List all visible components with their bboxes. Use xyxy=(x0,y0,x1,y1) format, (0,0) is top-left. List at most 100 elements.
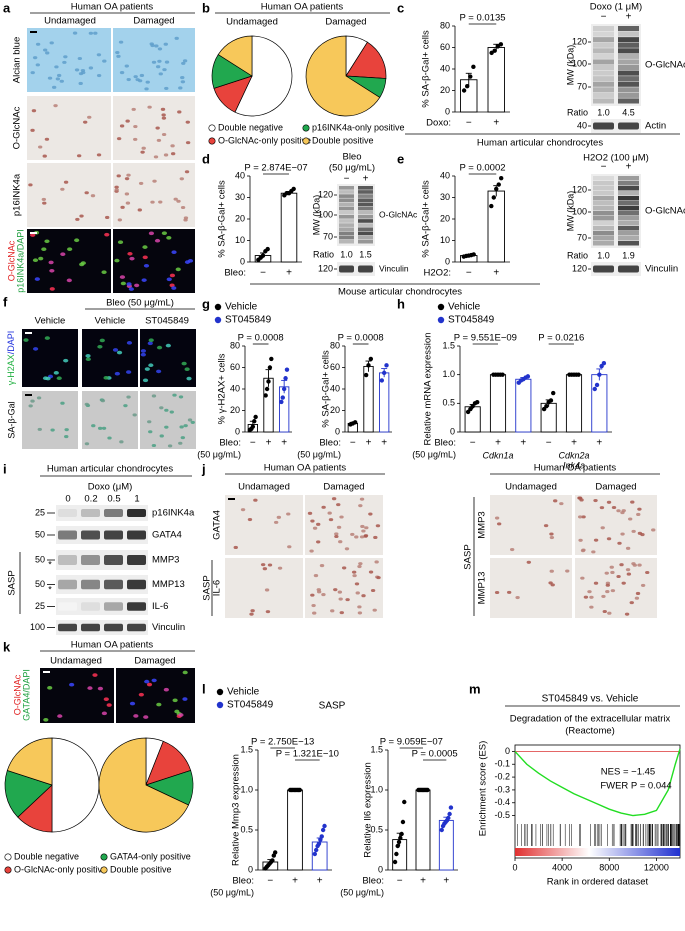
cell xyxy=(605,590,610,594)
blot-band xyxy=(358,231,373,236)
cell xyxy=(159,434,164,438)
condition-unit: (50 μg/mL) xyxy=(210,887,254,897)
micrograph xyxy=(225,558,303,618)
cell xyxy=(139,73,145,77)
data-point xyxy=(252,419,257,424)
cell xyxy=(157,59,162,63)
blot-band xyxy=(618,241,639,246)
y-tick-label: 20 xyxy=(235,213,245,223)
data-point xyxy=(284,367,290,372)
cell xyxy=(144,367,150,371)
data-point xyxy=(548,398,554,403)
cell xyxy=(37,427,42,431)
cell xyxy=(240,508,246,512)
cell xyxy=(84,191,89,195)
y-axis-label: % γ-H2AX+ cells xyxy=(217,353,228,424)
cell xyxy=(32,56,38,60)
condition-sign: − xyxy=(470,438,476,449)
cell xyxy=(330,609,335,613)
mw-value: 40 xyxy=(577,120,587,130)
pie-slice xyxy=(305,35,381,117)
cell xyxy=(265,610,271,614)
row-label: O-GlcNAc xyxy=(12,106,23,149)
cell xyxy=(146,682,153,687)
cell xyxy=(100,399,106,403)
blot-title: H2O2 (100 μM) xyxy=(583,153,649,164)
micrograph xyxy=(575,558,657,618)
cell xyxy=(133,125,138,129)
condition-sign: − xyxy=(260,268,266,279)
column-label: ST045849 xyxy=(145,316,189,327)
condition-sign: − xyxy=(546,438,552,449)
cell xyxy=(179,425,184,429)
cell xyxy=(171,286,177,290)
condition-unit: (50 μg/mL) xyxy=(412,449,456,459)
cell xyxy=(93,31,98,35)
cell xyxy=(63,55,68,59)
cell xyxy=(148,338,154,342)
cell xyxy=(84,442,90,446)
blot-band xyxy=(618,196,639,201)
mw-value: 100 xyxy=(30,622,45,632)
mw-value: 120 xyxy=(572,263,587,273)
ratio-value: 1.0 xyxy=(340,249,353,259)
cell xyxy=(140,352,146,357)
cell xyxy=(341,566,347,570)
blot-band xyxy=(593,59,614,65)
scale-bar xyxy=(30,31,37,33)
category-label: Cdkn2a xyxy=(558,450,589,460)
blot-band xyxy=(618,265,639,273)
cell xyxy=(316,588,321,592)
cell xyxy=(496,522,502,526)
cell xyxy=(85,354,91,358)
cell xyxy=(170,144,175,148)
blot-band xyxy=(618,201,639,206)
blot-band xyxy=(339,206,354,211)
blot-band xyxy=(127,530,146,540)
blot-band xyxy=(339,210,354,215)
ratio-label: Ratio xyxy=(567,107,588,117)
cell xyxy=(152,179,157,183)
cell xyxy=(364,526,369,530)
cell xyxy=(63,180,69,184)
cell xyxy=(30,399,35,403)
cell xyxy=(313,574,319,578)
blot-band xyxy=(618,37,639,43)
p-value: P = 2.750E−13 xyxy=(251,737,314,748)
lane-sign: − xyxy=(601,12,607,23)
cell xyxy=(47,686,53,690)
cell xyxy=(140,349,147,353)
data-point xyxy=(313,847,319,853)
blot-band xyxy=(339,265,354,273)
blot-band xyxy=(593,236,614,241)
y-tick-label: 40 xyxy=(440,170,450,180)
ratio-value: 4.5 xyxy=(622,107,635,117)
cell xyxy=(119,275,126,279)
condition-unit: (50 μg/mL) xyxy=(197,449,241,459)
cell xyxy=(370,588,376,593)
cell xyxy=(368,512,373,516)
y-tick-label: 1.0 xyxy=(370,784,383,794)
micrograph xyxy=(27,28,111,92)
cell xyxy=(250,609,255,613)
blot-band xyxy=(358,239,373,244)
cell xyxy=(140,150,145,154)
cell xyxy=(64,428,69,432)
cell xyxy=(164,425,169,429)
row-label: O-GlcNAc xyxy=(6,240,16,281)
cell xyxy=(116,54,121,58)
cell xyxy=(64,435,69,439)
panel-title: Human OA patients xyxy=(71,2,154,13)
data-point xyxy=(468,74,473,79)
cell xyxy=(147,341,153,346)
data-point xyxy=(489,50,494,56)
data-point xyxy=(594,382,600,388)
cell xyxy=(143,263,150,268)
condition-sign: − xyxy=(397,876,403,887)
y-tick-label: 80 xyxy=(230,340,240,350)
data-point xyxy=(272,850,278,855)
cell xyxy=(91,424,96,428)
row-label: Alcian blue xyxy=(12,37,23,83)
annotation: FWER P = 0.044 xyxy=(600,781,671,792)
data-point xyxy=(489,203,494,209)
